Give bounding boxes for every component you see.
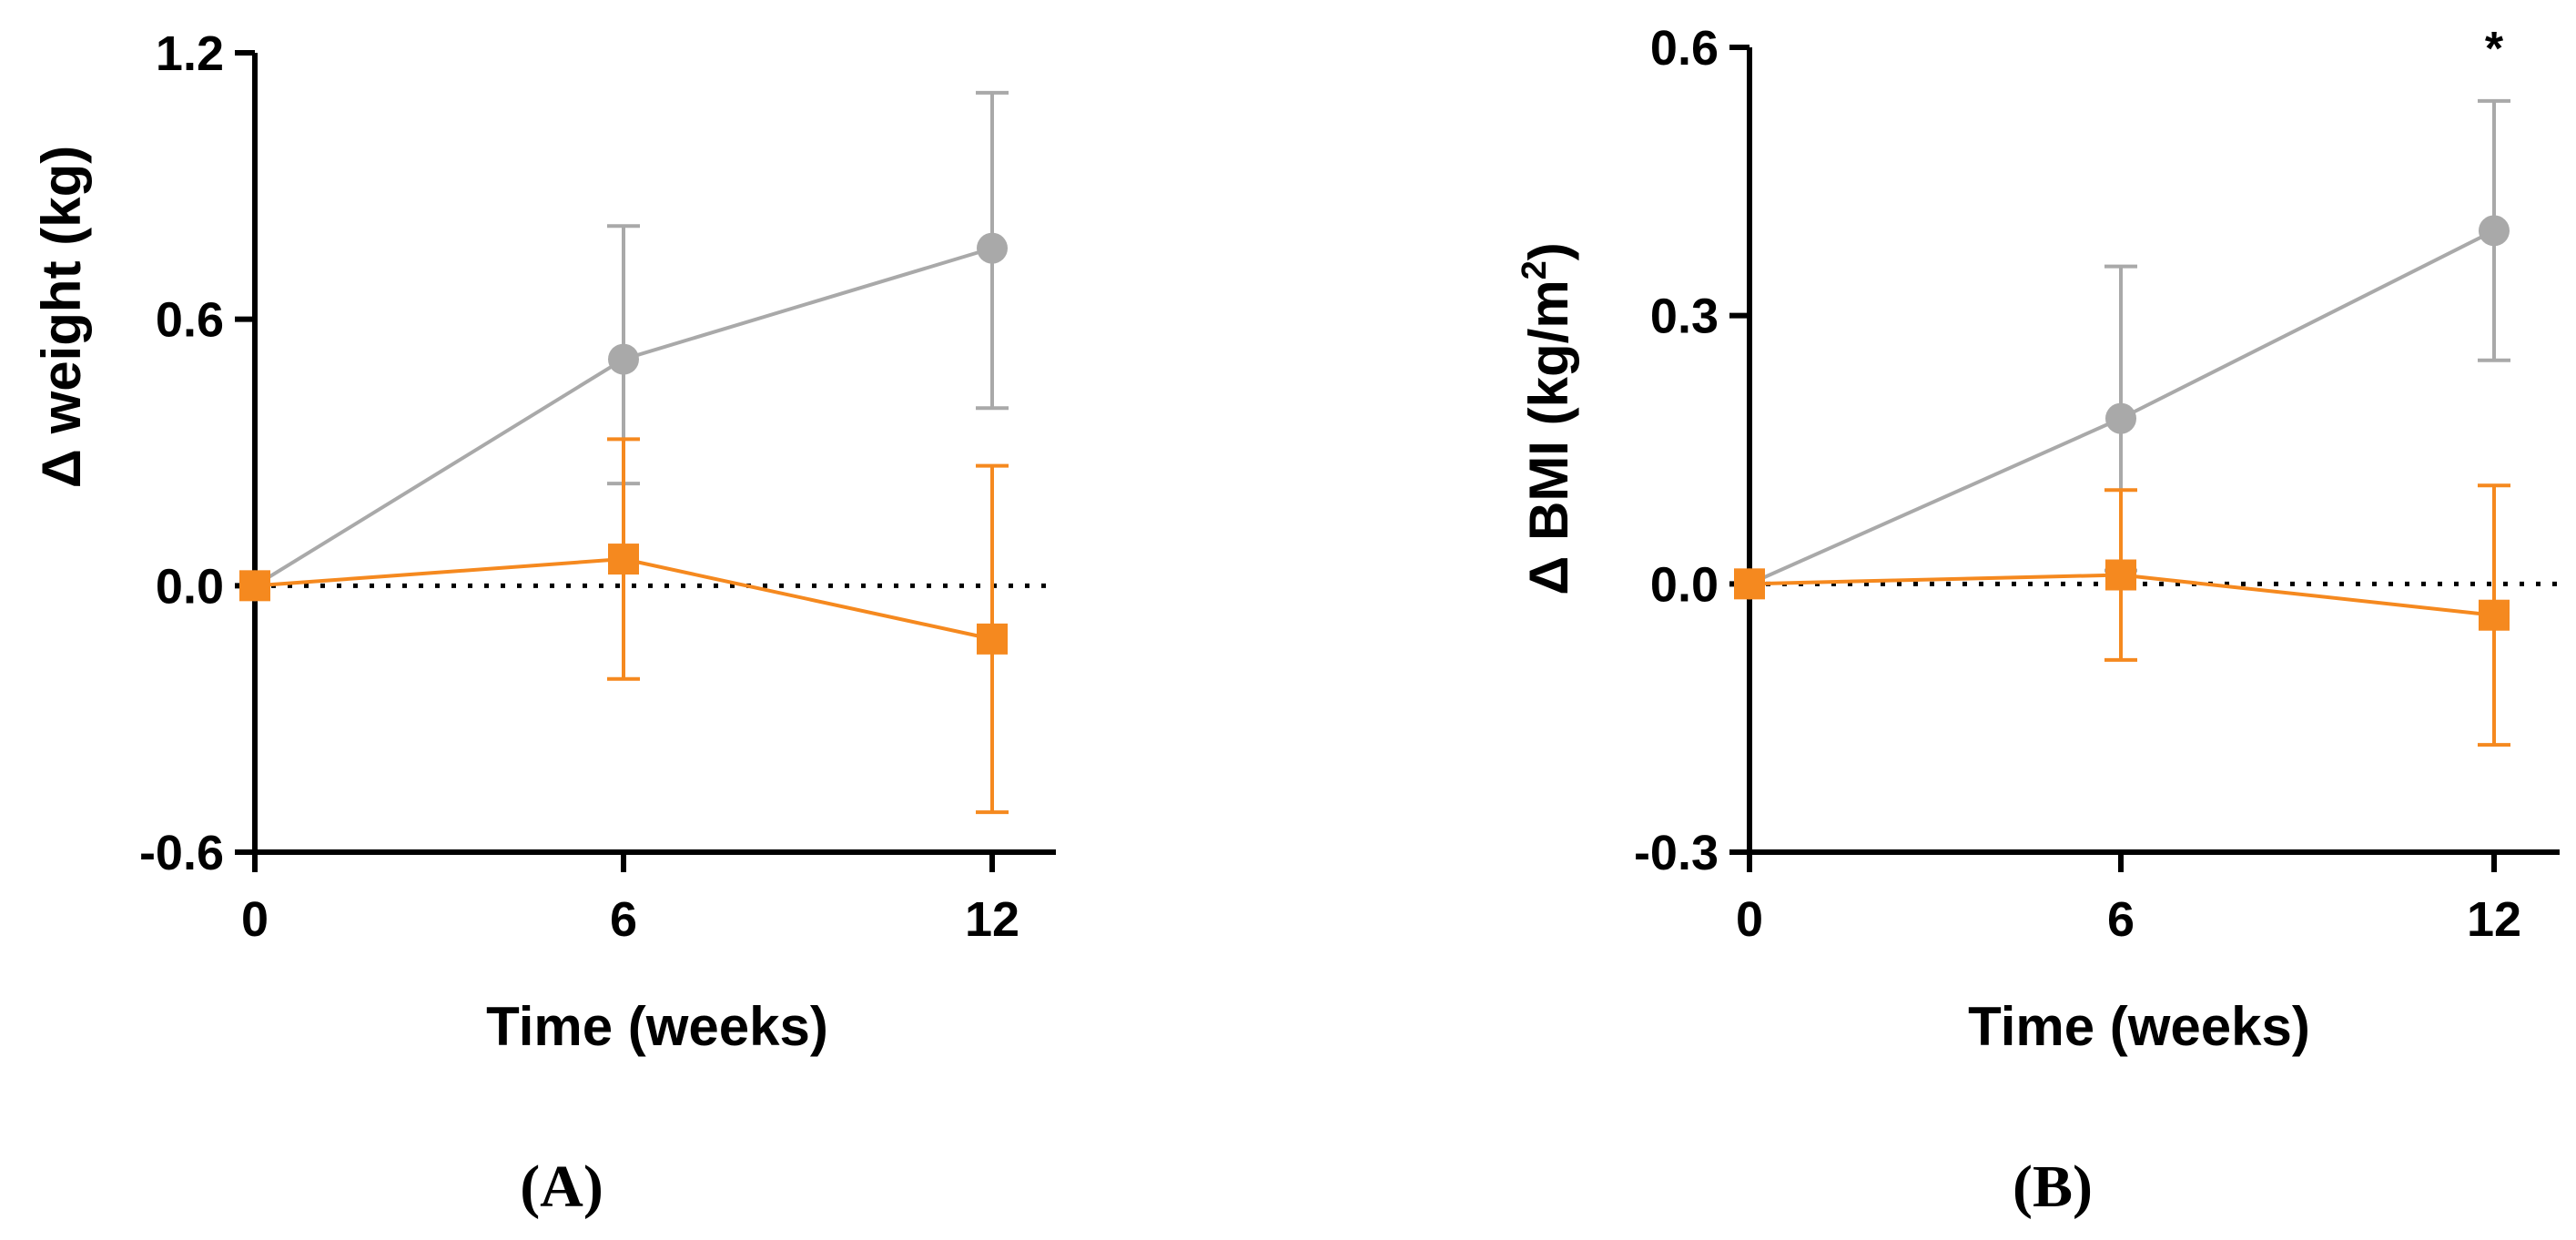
panel-a-marks: -0.6 0.0 0.6 1.2 0 6 12 bbox=[139, 26, 1056, 947]
panel-a-series-orange-point bbox=[608, 544, 639, 575]
panel-b-significance-marker: * bbox=[2485, 23, 2504, 76]
panel-a-series-orange-point bbox=[239, 570, 270, 602]
panel-b-y-tick-label: 0.0 bbox=[1650, 557, 1719, 612]
panel-b-x-tick-label: 12 bbox=[2467, 892, 2521, 947]
panel-b-y-tick-label: -0.3 bbox=[1634, 826, 1719, 880]
panel-a-y-tick-label: -0.6 bbox=[139, 826, 224, 880]
panel-a-y-tick-label: 1.2 bbox=[156, 26, 224, 81]
panel-b-series-orange-point bbox=[1734, 568, 1765, 600]
panel-b-series-orange-point bbox=[2105, 559, 2136, 591]
panel-b-y-axis-title-end: ) bbox=[1518, 242, 1579, 260]
panel-a-x-tick-label: 0 bbox=[241, 892, 269, 947]
panel-b-marks: -0.3 0.0 0.3 0.6 0 6 12 * bbox=[1634, 21, 2560, 947]
panel-b-y-axis-title-main: Δ BMI (kg/m bbox=[1518, 280, 1579, 595]
panel-b-series-grey-point bbox=[2479, 215, 2510, 247]
panel-b-y-tick-label: 0.6 bbox=[1650, 21, 1719, 76]
panel-a-x-tick-label: 12 bbox=[965, 892, 1019, 947]
panel-b-series-orange-point bbox=[2479, 599, 2510, 631]
panel-b-y-axis-title: Δ BMI (kg/m2) bbox=[1516, 242, 1579, 595]
panel-b-x-tick-label: 6 bbox=[2107, 892, 2135, 947]
panel-b-x-tick-label: 0 bbox=[1736, 892, 1763, 947]
panel-b-series-grey-point bbox=[2105, 402, 2136, 434]
panel-b-label: (B) bbox=[2013, 1154, 2093, 1220]
panel-a-y-axis-title: Δ weight (kg) bbox=[31, 146, 92, 488]
panel-a-y-tick-label: 0.6 bbox=[156, 293, 224, 348]
panel-a-weight-chart: -0.6 0.0 0.6 1.2 0 6 12 Time (weeks) Δ weight … bbox=[31, 26, 1056, 1220]
panel-b-y-tick-label: 0.3 bbox=[1650, 290, 1719, 344]
panel-a-x-tick-label: 6 bbox=[610, 892, 637, 947]
panel-a-y-tick-label: 0.0 bbox=[156, 559, 224, 614]
panel-a-label: (A) bbox=[520, 1154, 603, 1220]
panel-b-x-axis-title: Time (weeks) bbox=[1968, 996, 2310, 1057]
panel-a-series-orange-point bbox=[977, 623, 1008, 655]
panel-b-y-axis-title-superscript: 2 bbox=[1516, 260, 1554, 280]
panel-b-bmi-chart: -0.3 0.0 0.3 0.6 0 6 12 * Time (weeks) Δ BMI (k… bbox=[1516, 21, 2560, 1220]
panel-a-x-axis-title: Time (weeks) bbox=[486, 996, 828, 1057]
panel-a-series-grey-point bbox=[608, 343, 639, 375]
panel-a-series-grey-point bbox=[977, 232, 1008, 264]
